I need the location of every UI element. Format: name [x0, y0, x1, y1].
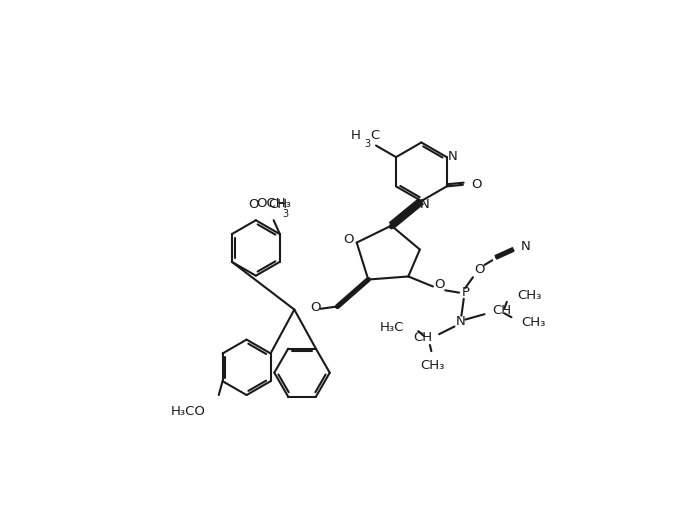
Text: H: H — [351, 129, 361, 142]
Text: O: O — [474, 263, 484, 276]
Text: N: N — [521, 240, 530, 253]
Text: CH₃: CH₃ — [521, 316, 546, 329]
Text: CH: CH — [268, 198, 287, 211]
Text: 3: 3 — [282, 209, 288, 219]
Text: H₃C: H₃C — [380, 321, 404, 334]
Text: O: O — [248, 198, 258, 211]
Text: N: N — [420, 198, 429, 211]
Text: O: O — [310, 301, 321, 314]
Text: N: N — [456, 316, 466, 329]
Text: CH: CH — [413, 331, 432, 344]
Text: P: P — [462, 286, 470, 299]
Text: O: O — [434, 278, 444, 291]
Text: CH₃: CH₃ — [517, 289, 541, 302]
Text: H₃CO: H₃CO — [171, 406, 205, 419]
Text: O: O — [471, 177, 482, 190]
Text: OCH₃: OCH₃ — [256, 197, 291, 210]
Text: C: C — [370, 129, 379, 142]
Text: N: N — [448, 150, 458, 163]
Text: 3: 3 — [365, 139, 370, 149]
Text: CH₃: CH₃ — [421, 358, 445, 371]
Text: CH: CH — [492, 304, 512, 317]
Text: O: O — [343, 233, 354, 246]
